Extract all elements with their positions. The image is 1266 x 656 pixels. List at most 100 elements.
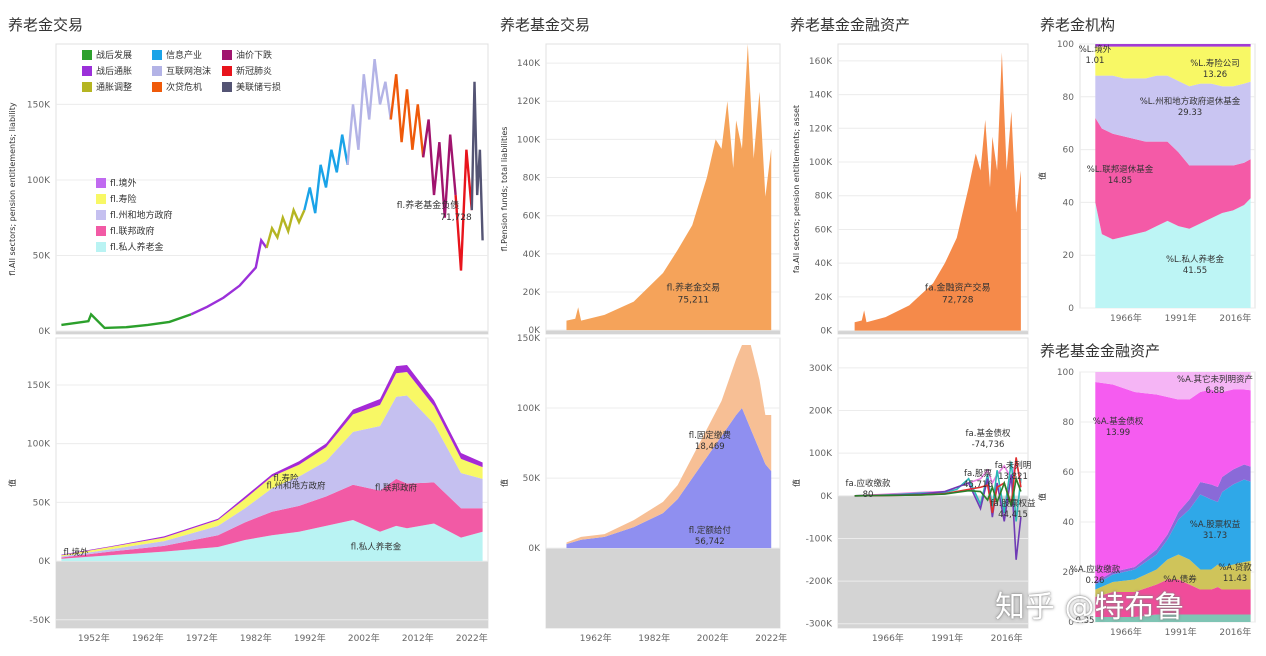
y-tick-label: 80K <box>815 192 833 202</box>
area-label: %A.债券 <box>1163 574 1197 585</box>
x-tick-label: 2002年 <box>697 632 729 644</box>
y-tick-label: 20K <box>523 288 541 298</box>
area-label: %L.私人养老金 <box>1166 254 1225 265</box>
y-tick-label: 60 <box>1063 468 1075 478</box>
series-line-次贷危机 <box>389 74 425 158</box>
y-tick-label: 140K <box>809 91 833 101</box>
y-tick-label: 150K <box>27 100 51 110</box>
legend-swatch <box>82 82 92 92</box>
legend-swatch <box>82 66 92 76</box>
legend-swatch <box>222 66 232 76</box>
series-line-互联网泡沫 <box>346 58 392 165</box>
area-value: 11.43 <box>1223 574 1247 584</box>
x-tick-label: 2002年 <box>348 632 380 644</box>
y-tick-label: 100K <box>809 449 833 459</box>
area-label: fl.定额给付 <box>689 525 732 536</box>
x-tick-label: 1991年 <box>931 632 963 644</box>
series-area-%A.股票权益 <box>1095 479 1251 590</box>
area-label: %A.应收缴款 <box>1070 564 1121 575</box>
annotation-value: 75,211 <box>678 296 710 306</box>
legend-label: 美联储亏损 <box>236 81 281 93</box>
y-tick-label: 100K <box>517 404 541 414</box>
area-value: 56,742 <box>695 537 725 547</box>
y-tick-label: 100K <box>27 176 51 186</box>
annotation-value: 72,728 <box>942 296 974 306</box>
series-area-%A.债券 <box>1095 579 1251 617</box>
legend-swatch <box>152 50 162 60</box>
legend-label: 通胀调整 <box>96 81 132 93</box>
series-area-fl.私人养老金 <box>61 519 483 562</box>
y-tick-label: 40K <box>815 259 833 269</box>
area-value: 18,469 <box>695 442 725 452</box>
area-value: 1.01 <box>1086 56 1105 66</box>
legend-swatch <box>82 50 92 60</box>
stack-legend-label: fl.私人养老金 <box>110 241 164 253</box>
y-tick-label: 40 <box>1063 198 1075 208</box>
x-tick-label: 1962年 <box>580 632 612 644</box>
stack-legend-swatch <box>96 210 106 220</box>
y-tick-label: 40 <box>1063 518 1075 528</box>
stack-legend-swatch <box>96 242 106 252</box>
title-pension-transactions: 养老金交易 <box>8 16 84 34</box>
annotation-value: 71,728 <box>440 213 472 223</box>
series-line-通胀调整 <box>265 206 306 249</box>
x-tick-label: 2022年 <box>456 632 488 644</box>
x-tick-label: 2016年 <box>1219 312 1251 324</box>
point-value: -74,736 <box>972 440 1005 450</box>
area-value: 0.35 <box>1076 616 1095 626</box>
series-area-fl.定额给付 <box>566 408 772 549</box>
series-area-%L.境外 <box>1095 44 1251 47</box>
legend-label: 战后通胀 <box>96 66 132 77</box>
y-tick-label: 0K <box>820 492 833 502</box>
series-line-fa.其他 <box>854 475 1022 507</box>
negative-zone-asset-transactions <box>838 330 1028 334</box>
y-tick-label: 40K <box>523 250 541 260</box>
stack-legend-swatch <box>96 178 106 188</box>
stack-legend-label: fl.寿险 <box>110 193 137 205</box>
series-line-战后通胀 <box>190 237 268 316</box>
area-label: fl.固定缴费 <box>689 430 732 441</box>
y-tick-label: 100 <box>1057 368 1074 378</box>
y-axis-label: 值 <box>1037 493 1047 501</box>
y-tick-label: 100K <box>27 440 51 450</box>
x-tick-label: 1991年 <box>1165 626 1197 638</box>
point-label: fa.未列明 <box>995 460 1031 471</box>
point-value: 44,415 <box>998 510 1028 520</box>
area-label: fl.联邦政府 <box>375 483 418 494</box>
x-tick-label: 1992年 <box>294 632 326 644</box>
point-label: fa.应收缴款 <box>846 478 891 489</box>
y-tick-label: 140K <box>517 59 541 69</box>
y-tick-label: 80K <box>523 174 541 184</box>
y-tick-label: 150K <box>27 381 51 391</box>
y-tick-label: 20K <box>815 293 833 303</box>
point-label: fa.股票 <box>964 469 992 479</box>
point-label: fa.股票权益 <box>991 498 1036 509</box>
x-tick-label: 2012年 <box>402 632 434 644</box>
x-tick-label: 1962年 <box>132 632 164 644</box>
series-line-油价下跌 <box>422 119 457 218</box>
x-tick-label: 2016年 <box>991 632 1023 644</box>
y-axis-label: 值 <box>791 479 801 487</box>
stack-legend-label: fl.联邦政府 <box>110 225 155 237</box>
legend-label: 战后发展 <box>96 49 132 61</box>
area-label: %L.联邦退休基金 <box>1087 164 1154 175</box>
y-tick-label: 0K <box>528 544 541 554</box>
series-area-%A.其他 <box>1095 614 1251 622</box>
y-tick-label: 0K <box>38 327 51 337</box>
y-tick-label: 300K <box>809 364 833 374</box>
series-line-新冠肺炎 <box>454 149 473 271</box>
y-tick-label: 0K <box>528 326 541 336</box>
legend-label: 次贷危机 <box>166 81 202 93</box>
area-value: 13.26 <box>1203 70 1227 80</box>
legend-label: 新冠肺炎 <box>236 65 272 77</box>
series-area-%A.基金债权 <box>1095 382 1251 582</box>
legend-label: 油价下跌 <box>236 49 272 61</box>
y-tick-label: 50K <box>523 474 541 484</box>
y-tick-label: 200K <box>809 407 833 417</box>
y-tick-label: 20 <box>1063 251 1075 261</box>
area-label: %L.境外 <box>1079 44 1112 55</box>
series-area-fl.寿险 <box>61 372 483 557</box>
series-area-fl.联邦政府 <box>61 478 483 559</box>
negative-zone-pension-transactions <box>56 330 488 334</box>
